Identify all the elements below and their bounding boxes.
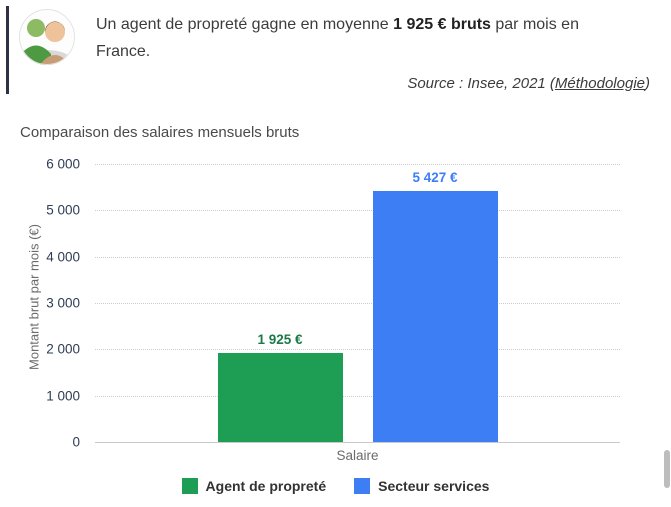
legend-item-0[interactable]: Agent de propreté <box>181 478 327 494</box>
scrollbar-thumb[interactable] <box>664 450 670 488</box>
info-callout: Un agent de propreté gagne en moyenne 1 … <box>6 6 650 94</box>
people-avatar-icon <box>18 8 76 66</box>
y-tick-label: 0 <box>72 434 80 450</box>
bar-1 <box>372 191 498 442</box>
gridline <box>95 349 620 351</box>
bar-value-label: 1 925 € <box>257 332 303 347</box>
info-row: Un agent de propreté gagne en moyenne 1 … <box>18 8 650 66</box>
y-tick-label: 6 000 <box>46 156 80 172</box>
source-prefix: Source : Insee, 2021 ( <box>407 75 555 92</box>
y-tick-label: 2 000 <box>46 341 80 357</box>
methodology-link[interactable]: Méthodologie <box>554 75 645 92</box>
gridline <box>95 303 620 304</box>
y-tick-label: 4 000 <box>46 249 80 265</box>
info-text-after: par mois en France. <box>96 16 579 60</box>
legend-label: Secteur services <box>378 478 490 494</box>
plot-area: 1 925 € 5 427 € <box>95 164 620 443</box>
gridline <box>95 164 620 165</box>
x-axis-label: Salaire <box>336 448 379 463</box>
legend-label: Agent de propreté <box>205 478 327 494</box>
legend-item-1[interactable]: Secteur services <box>354 478 489 494</box>
source-suffix: ) <box>645 75 650 92</box>
source-line: Source : Insee, 2021 (Méthodologie) <box>18 75 650 92</box>
legend: Agent de propreté Secteur services <box>0 478 671 494</box>
y-tick-label: 3 000 <box>46 295 80 311</box>
info-text: Un agent de propreté gagne en moyenne 1 … <box>96 8 636 65</box>
gridline <box>95 395 620 397</box>
gridline <box>95 256 620 258</box>
legend-swatch <box>181 478 198 494</box>
legend-swatch <box>354 478 371 494</box>
y-tick-label: 5 000 <box>46 202 80 218</box>
y-axis-ticks: 0 1 000 2 000 3 000 4 000 5 000 6 000 <box>0 157 80 450</box>
gridline <box>95 210 620 212</box>
y-tick-label: 1 000 <box>46 388 80 404</box>
bar-0 <box>217 353 343 442</box>
chart-title: Comparaison des salaires mensuels bruts <box>20 124 300 141</box>
bar-value-label: 5 427 € <box>412 170 458 185</box>
info-text-before: Un agent de propreté gagne en moyenne <box>96 16 394 33</box>
info-text-bold: 1 925 € bruts <box>393 16 491 33</box>
